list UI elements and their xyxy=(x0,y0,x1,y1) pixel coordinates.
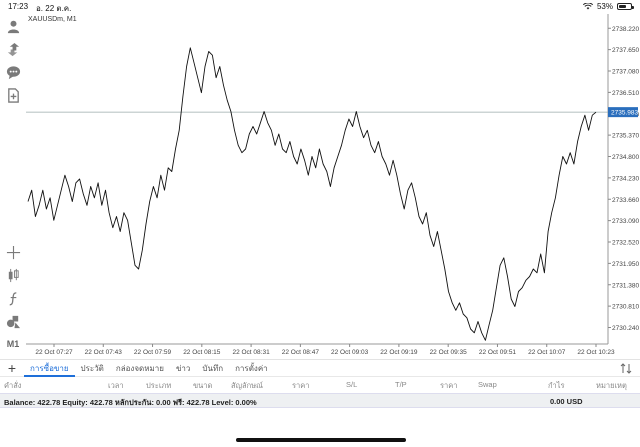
status-right: 53% xyxy=(582,2,634,11)
time-tick-label: 22 Oct 09:19 xyxy=(380,349,418,356)
time-tick-label: 22 Oct 08:47 xyxy=(282,349,320,356)
time-tick-label: 22 Oct 07:59 xyxy=(134,349,172,356)
total-profit: 0.00 USD xyxy=(550,397,583,406)
time-tick-label: 22 Oct 10:07 xyxy=(528,349,566,356)
price-tick-label: 2730.810 xyxy=(612,304,639,311)
price-tick-label: 2733.660 xyxy=(612,197,639,204)
sort-icon[interactable] xyxy=(620,363,632,374)
price-tick-label: 2734.230 xyxy=(612,175,639,182)
time-tick-label: 22 Oct 08:15 xyxy=(183,349,221,356)
time-tick-label: 22 Oct 09:35 xyxy=(430,349,468,356)
price-chart-svg: 2738.2202737.6502737.0802736.5102735.940… xyxy=(26,14,639,356)
battery-percent: 53% xyxy=(596,2,613,11)
status-date: อ. 22 ต.ค. xyxy=(36,4,72,13)
col-swap: Swap xyxy=(478,380,497,389)
battery-fill xyxy=(619,5,626,8)
price-tick-label: 2731.950 xyxy=(612,261,639,268)
price-series-line xyxy=(27,47,597,341)
tab-settings[interactable]: การตั้งค่า xyxy=(235,363,268,373)
wifi-icon xyxy=(582,3,593,10)
status-bar: 17:23 อ. 22 ต.ค. 53% xyxy=(0,0,640,14)
col-tp: T/P xyxy=(395,380,407,389)
user-icon[interactable] xyxy=(5,18,21,34)
tab-history[interactable]: ประวัติ xyxy=(80,363,104,373)
current-price-label: 2735.983 xyxy=(611,110,638,117)
price-tick-label: 2733.090 xyxy=(612,218,639,225)
balance-bar: Balance: 422.78 Equity: 422.78 หลักประกั… xyxy=(0,393,640,408)
time-tick-label: 22 Oct 09:51 xyxy=(479,349,517,356)
home-indicator[interactable] xyxy=(236,438,406,442)
terminal-tab-bar: + การซื้อขาย ประวัติ กล่องจดหมาย ข่าว บั… xyxy=(0,359,640,377)
col-current-price: ราคา xyxy=(440,381,458,390)
price-tick-label: 2737.650 xyxy=(612,47,639,54)
col-comment: หมายเหตุ xyxy=(596,381,627,390)
time-tick-label: 22 Oct 10:23 xyxy=(577,349,615,356)
col-time: เวลา xyxy=(108,381,124,390)
time-tick-label: 22 Oct 07:43 xyxy=(85,349,123,356)
col-volume: ขนาด xyxy=(193,381,213,390)
crosshair-icon[interactable] xyxy=(5,244,21,260)
price-tick-label: 2737.080 xyxy=(612,69,639,76)
timeframe-icon[interactable]: M1 xyxy=(6,339,20,349)
tab-journal[interactable]: บันทึก xyxy=(202,363,224,373)
price-tick-label: 2738.220 xyxy=(612,26,639,33)
status-time: 17:23 xyxy=(8,2,29,11)
col-type: ประเภท xyxy=(146,381,172,390)
tab-news[interactable]: ข่าว xyxy=(175,363,191,373)
price-tick-label: 2734.800 xyxy=(612,154,639,161)
objects-icon[interactable] xyxy=(5,313,21,329)
price-tick-label: 2735.370 xyxy=(612,133,639,140)
col-order: คำสั่ง xyxy=(4,381,22,390)
balance-summary: Balance: 422.78 Equity: 422.78 หลักประกั… xyxy=(4,398,257,407)
time-tick-label: 22 Oct 08:31 xyxy=(232,349,270,356)
time-tick-label: 22 Oct 07:27 xyxy=(35,349,73,356)
price-chart[interactable]: 2738.2202737.6502737.0802736.5102735.940… xyxy=(26,14,640,359)
trade-arrows-icon[interactable] xyxy=(5,41,21,57)
price-tick-label: 2732.520 xyxy=(612,240,639,247)
new-document-icon[interactable] xyxy=(5,87,21,103)
new-order-button[interactable]: + xyxy=(7,360,17,376)
chart-symbol-label: XAUUSDm, M1 xyxy=(28,16,77,23)
col-symbol: สัญลักษณ์ xyxy=(231,381,264,390)
tab-mailbox[interactable]: กล่องจดหมาย xyxy=(115,363,164,373)
indicator-icon[interactable] xyxy=(5,290,21,306)
tab-trade[interactable]: การซื้อขาย xyxy=(24,360,75,377)
battery-icon xyxy=(617,3,634,10)
col-profit: กำไร xyxy=(548,381,565,390)
left-toolbar: M1 xyxy=(0,14,26,359)
price-tick-label: 2730.240 xyxy=(612,325,639,332)
price-tick-label: 2731.380 xyxy=(612,282,639,289)
col-sl: S/L xyxy=(346,380,358,389)
chart-type-icon[interactable] xyxy=(5,267,21,283)
current-price-tag xyxy=(608,107,638,118)
chat-icon[interactable] xyxy=(5,64,21,80)
time-tick-label: 22 Oct 09:03 xyxy=(331,349,369,356)
price-tick-label: 2736.510 xyxy=(612,90,639,97)
col-price: ราคา xyxy=(292,381,310,390)
